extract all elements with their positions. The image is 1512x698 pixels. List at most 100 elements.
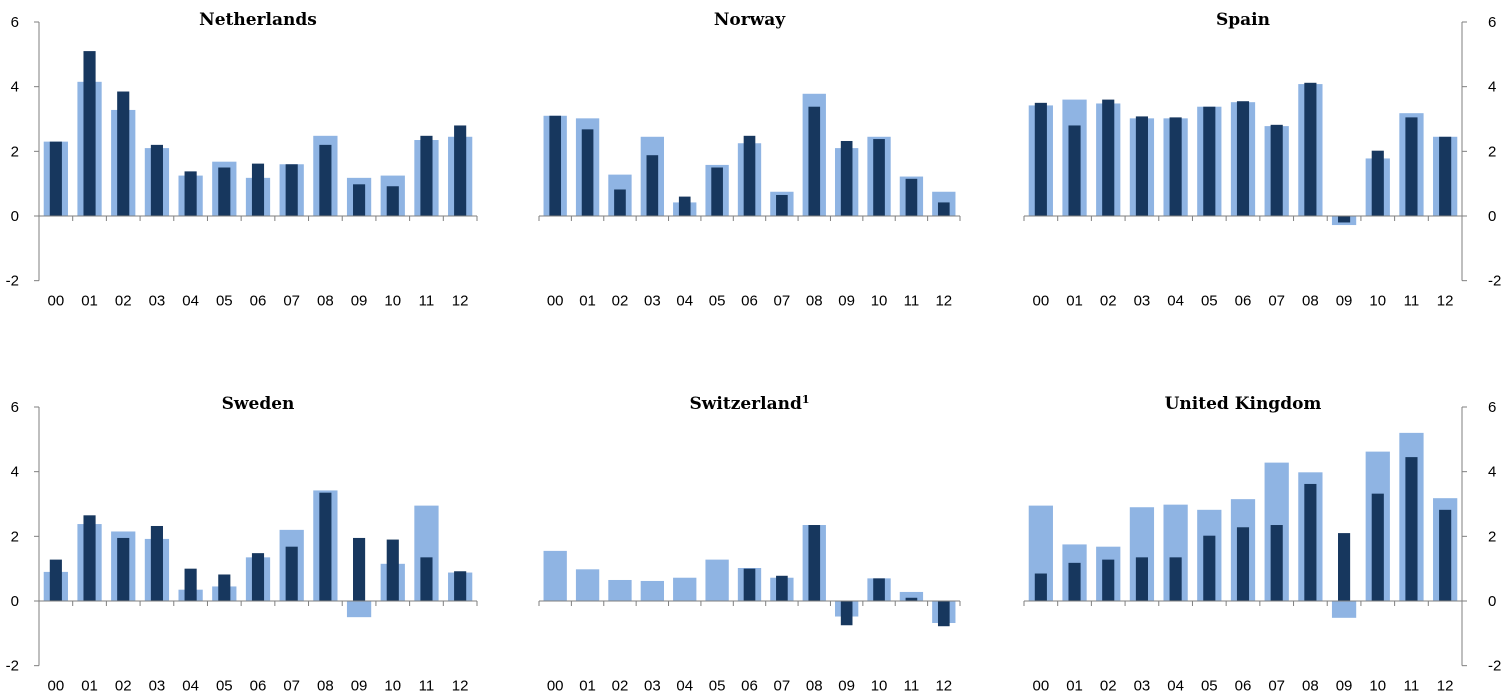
x-tick-label: 05 — [216, 293, 233, 310]
x-tick-label: 12 — [1437, 678, 1454, 695]
x-tick-label: 10 — [384, 293, 401, 310]
bar-series-a — [705, 559, 729, 601]
bar-series-b — [1304, 483, 1317, 601]
x-tick-label: 05 — [1201, 678, 1218, 695]
x-tick-label: 06 — [1235, 678, 1252, 695]
x-tick-label: 11 — [1404, 678, 1420, 695]
x-tick-label: 05 — [709, 293, 726, 310]
x-tick-label: 05 — [216, 678, 233, 695]
bar-series-b — [251, 553, 265, 601]
x-tick-label: 06 — [250, 293, 267, 310]
bar-series-b — [83, 51, 96, 216]
x-tick-label: 11 — [904, 678, 920, 695]
bar-series-b — [353, 184, 366, 216]
y-tick-label: 0 — [1488, 208, 1496, 225]
bar-series-b — [743, 135, 756, 216]
x-tick-label: 06 — [741, 293, 758, 310]
bar-series-a — [1331, 601, 1357, 618]
bar-series-b — [937, 601, 950, 627]
x-tick-label: 01 — [1066, 293, 1083, 310]
bar-series-b — [840, 140, 853, 216]
bar-series-b — [1338, 216, 1351, 223]
bar-series-a — [575, 569, 600, 601]
bar-series-b — [905, 597, 918, 601]
y-tick-label: 6 — [11, 14, 19, 31]
x-tick-label: 07 — [1268, 293, 1285, 310]
bar-series-b — [1236, 101, 1250, 216]
bar-series-b — [1068, 562, 1081, 601]
x-tick-label: 09 — [351, 293, 368, 310]
y-tick-label: 6 — [1488, 14, 1496, 31]
x-tick-label: 04 — [182, 678, 199, 695]
x-tick-label: 10 — [1369, 678, 1386, 695]
bar-series-b — [251, 163, 265, 216]
bar-series-b — [1135, 557, 1148, 601]
bar-series-b — [614, 189, 626, 216]
bar-series-b — [420, 557, 433, 601]
bar-series-b — [386, 539, 399, 601]
panel-4: Switzerland1 00 01 02 03 04 05 06 07 08 09 10 11 12 — [538, 393, 961, 695]
panel-title: Switzerland1 — [689, 393, 809, 414]
x-tick-label: 12 — [935, 678, 952, 695]
bar-series-b — [840, 601, 853, 626]
x-tick-label: 08 — [317, 293, 334, 310]
bar-series-b — [1371, 150, 1384, 216]
panel-1: Norway 00 01 02 03 04 05 06 07 08 09 10 11 12 — [538, 10, 961, 310]
panel-title: Spain — [1216, 10, 1270, 30]
x-tick-label: 01 — [1066, 678, 1083, 695]
y-tick-label: 2 — [11, 528, 19, 545]
y-tick-label: -2 — [6, 273, 19, 290]
x-tick-label: 11 — [1404, 293, 1420, 310]
x-tick-label: 07 — [283, 678, 300, 695]
bar-series-a — [673, 577, 697, 601]
x-tick-label: 08 — [806, 678, 823, 695]
bar-series-b — [1068, 125, 1081, 216]
bar-series-b — [117, 537, 130, 601]
bar-series-b — [285, 164, 298, 216]
x-tick-label: 01 — [579, 678, 596, 695]
bar-series-a — [346, 601, 372, 618]
x-tick-label: 00 — [48, 678, 65, 695]
x-tick-label: 09 — [1336, 293, 1353, 310]
bar-series-b — [678, 196, 691, 216]
bar-series-b — [1439, 509, 1452, 601]
x-tick-label: 09 — [838, 678, 855, 695]
bar-series-b — [1034, 102, 1047, 216]
y-tick-label: 0 — [11, 593, 19, 610]
x-tick-label: 03 — [149, 293, 166, 310]
x-tick-label: 00 — [1033, 678, 1050, 695]
x-tick-label: 10 — [384, 678, 401, 695]
bar-series-b — [150, 525, 163, 601]
x-tick-label: 03 — [149, 678, 166, 695]
x-tick-label: 01 — [81, 678, 98, 695]
bar-series-b — [353, 537, 366, 601]
panel-title: Sweden — [222, 394, 295, 414]
bar-series-b — [1270, 124, 1283, 216]
x-tick-label: 06 — [741, 678, 758, 695]
x-tick-label: 00 — [48, 293, 65, 310]
bar-series-b — [319, 492, 332, 601]
x-tick-label: 02 — [115, 678, 132, 695]
bar-series-b — [1270, 525, 1283, 601]
x-tick-label: 02 — [1100, 678, 1117, 695]
x-tick-label: 12 — [935, 293, 952, 310]
bar-series-b — [905, 178, 918, 216]
y-tick-label: 0 — [1488, 593, 1496, 610]
x-tick-label: 07 — [774, 678, 791, 695]
bar-series-b — [873, 578, 885, 601]
bar-series-b — [117, 91, 130, 216]
x-tick-label: 09 — [838, 293, 855, 310]
bar-series-b — [1102, 559, 1115, 601]
x-tick-label: 02 — [612, 678, 629, 695]
x-tick-label: 00 — [1033, 293, 1050, 310]
title-footnote-marker: 1 — [802, 393, 810, 406]
x-tick-label: 12 — [452, 293, 469, 310]
bar-series-a — [899, 591, 924, 601]
bar-series-b — [1135, 116, 1148, 216]
bar-series-b — [776, 575, 788, 601]
x-tick-label: 00 — [547, 678, 564, 695]
x-tick-label: 02 — [612, 293, 629, 310]
panel-title: Netherlands — [199, 10, 317, 30]
